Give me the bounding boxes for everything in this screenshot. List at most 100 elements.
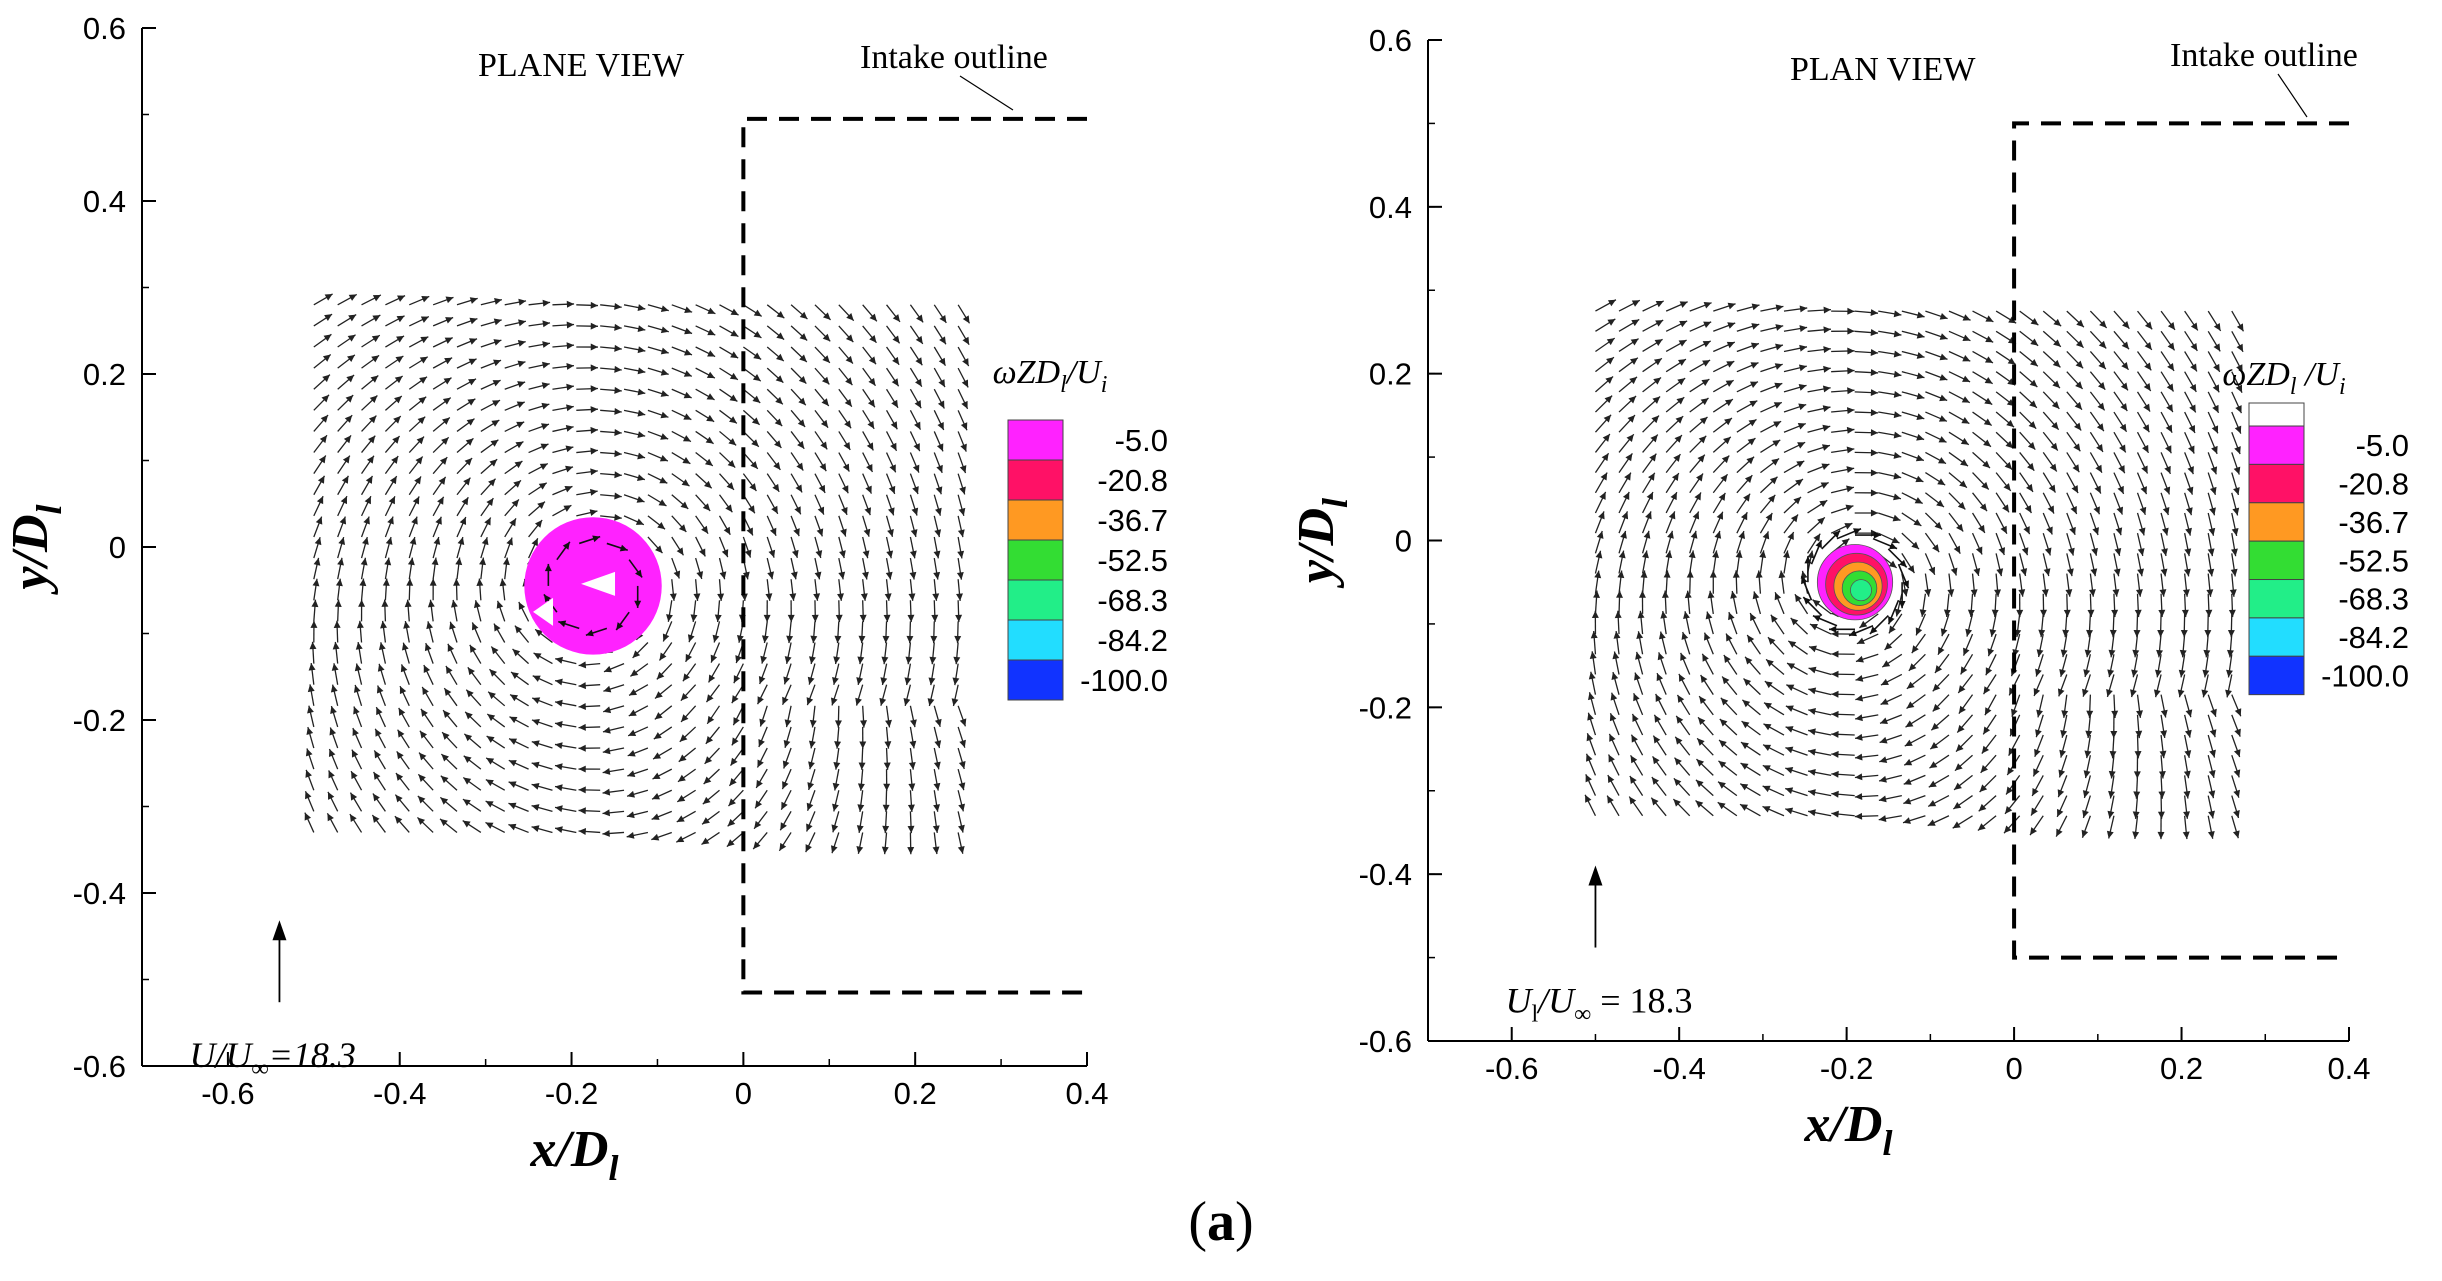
velocity-vector-head [637, 304, 646, 311]
velocity-vector-head [1831, 710, 1839, 718]
velocity-vector-head [805, 844, 812, 853]
velocity-vector-head [1590, 630, 1598, 639]
velocity-vector-head [1724, 399, 1733, 407]
velocity-vector-head [1677, 359, 1686, 366]
velocity-vector-head [2059, 749, 2067, 758]
velocity-vector-head [1915, 454, 1924, 462]
velocity-vector-head [887, 528, 894, 537]
velocity-vector-head [394, 816, 403, 824]
velocity-vector-head [1888, 560, 1897, 568]
velocity-vector-head [703, 776, 712, 784]
velocity-vector-head [1854, 793, 1863, 801]
legend-swatch [2248, 502, 2305, 542]
velocity-vector-head [542, 299, 551, 307]
velocity-vector-head [907, 614, 915, 623]
velocity-vector-head [1931, 722, 1940, 731]
velocity-vector-head [2004, 461, 2013, 470]
velocity-vector-head [791, 549, 799, 558]
velocity-vector-head [1893, 390, 1902, 398]
velocity-vector-head [2131, 669, 2139, 678]
velocity-vector-head [1797, 442, 1806, 449]
legend-level-label: -84.2 [2338, 620, 2409, 655]
legend-swatch [1007, 619, 1064, 661]
velocity-vector-head [1846, 466, 1855, 473]
velocity-vector-head [935, 486, 943, 495]
velocity-vector-head [1630, 755, 1638, 764]
velocity-vector-head [532, 675, 541, 682]
velocity-vector-head [1981, 745, 1989, 754]
velocity-vector-head [886, 550, 894, 559]
velocity-vector-head [518, 319, 526, 327]
velocity-vector-head [463, 755, 472, 763]
velocity-vector-head [2074, 422, 2082, 431]
legend-level-label: -36.7 [1097, 503, 1168, 538]
velocity-vector-head [1982, 460, 1990, 469]
velocity-vector-head [662, 633, 670, 642]
velocity-vector-head [1785, 767, 1794, 774]
velocity-vector-head [822, 312, 831, 320]
velocity-vector-head [1785, 787, 1794, 795]
velocity-vector-head [1845, 504, 1854, 512]
velocity-vector-head [455, 557, 463, 566]
velocity-vector-head [952, 677, 960, 686]
velocity-vector-head [757, 696, 764, 705]
velocity-vector-head [676, 835, 685, 843]
velocity-vector-head [1636, 631, 1644, 640]
velocity-vector-head [1695, 800, 1704, 808]
velocity-vector-head [2180, 629, 2188, 638]
velocity-vector-head [1700, 398, 1709, 406]
velocity-vector-head [727, 460, 736, 468]
velocity-vector-head [353, 684, 361, 693]
velocity-vector-head [813, 593, 821, 601]
velocity-vector-head [614, 407, 622, 415]
y-tick-label: 0.6 [83, 11, 126, 46]
velocity-vector-head [914, 400, 922, 409]
velocity-vector-head [2160, 568, 2168, 577]
velocity-vector-head [1817, 517, 1825, 525]
velocity-vector-head [1740, 783, 1749, 791]
velocity-vector-head [542, 320, 551, 328]
velocity-vector-head [1667, 530, 1674, 539]
velocity-vector-head [492, 380, 501, 387]
velocity-vector-head [2087, 609, 2095, 618]
velocity-vector-head [2096, 443, 2103, 452]
velocity-vector-head [915, 357, 923, 366]
velocity-vector-head [1740, 763, 1749, 770]
velocity-vector-head [748, 505, 755, 514]
velocity-vector-head [485, 801, 494, 808]
velocity-vector-head [707, 350, 716, 357]
velocity-vector-head [308, 663, 316, 671]
velocity-vector-head [890, 442, 897, 451]
velocity-vector-head [1847, 387, 1855, 395]
velocity-vector-head [2088, 589, 2096, 597]
velocity-vector-head [486, 757, 495, 765]
velocity-vector-head [1728, 612, 1735, 621]
velocity-vector-head [721, 549, 729, 558]
velocity-vector-head [318, 455, 326, 464]
velocity-vector-head [959, 486, 966, 495]
velocity-vector-head [1961, 396, 1970, 403]
velocity-vector-head [956, 571, 964, 580]
velocity-vector-head [2086, 629, 2094, 638]
velocity-vector-head [578, 786, 586, 794]
velocity-vector-head [1600, 472, 1608, 481]
velocity-vector-head [1905, 720, 1914, 728]
velocity-vector-head [443, 710, 451, 718]
velocity-vector-head [1932, 703, 1941, 712]
velocity-vector-head [838, 571, 846, 580]
velocity-vector-head [2157, 811, 2165, 819]
velocity-vector-head [821, 376, 830, 385]
velocity-vector-head [590, 406, 598, 414]
velocity-vector-head [397, 295, 406, 302]
velocity-vector-head [659, 454, 668, 462]
velocity-vector-head [2184, 548, 2192, 557]
velocity-vector-head [1770, 614, 1778, 623]
velocity-vector-head [614, 471, 622, 479]
velocity-vector-head [932, 825, 940, 833]
velocity-vector-head [2208, 810, 2215, 819]
velocity-vector-head [2144, 342, 2152, 350]
velocity-vector-head [429, 578, 437, 586]
velocity-vector-head [2003, 483, 2011, 491]
velocity-vector-head [844, 420, 852, 429]
velocity-vector-head [1808, 687, 1817, 695]
